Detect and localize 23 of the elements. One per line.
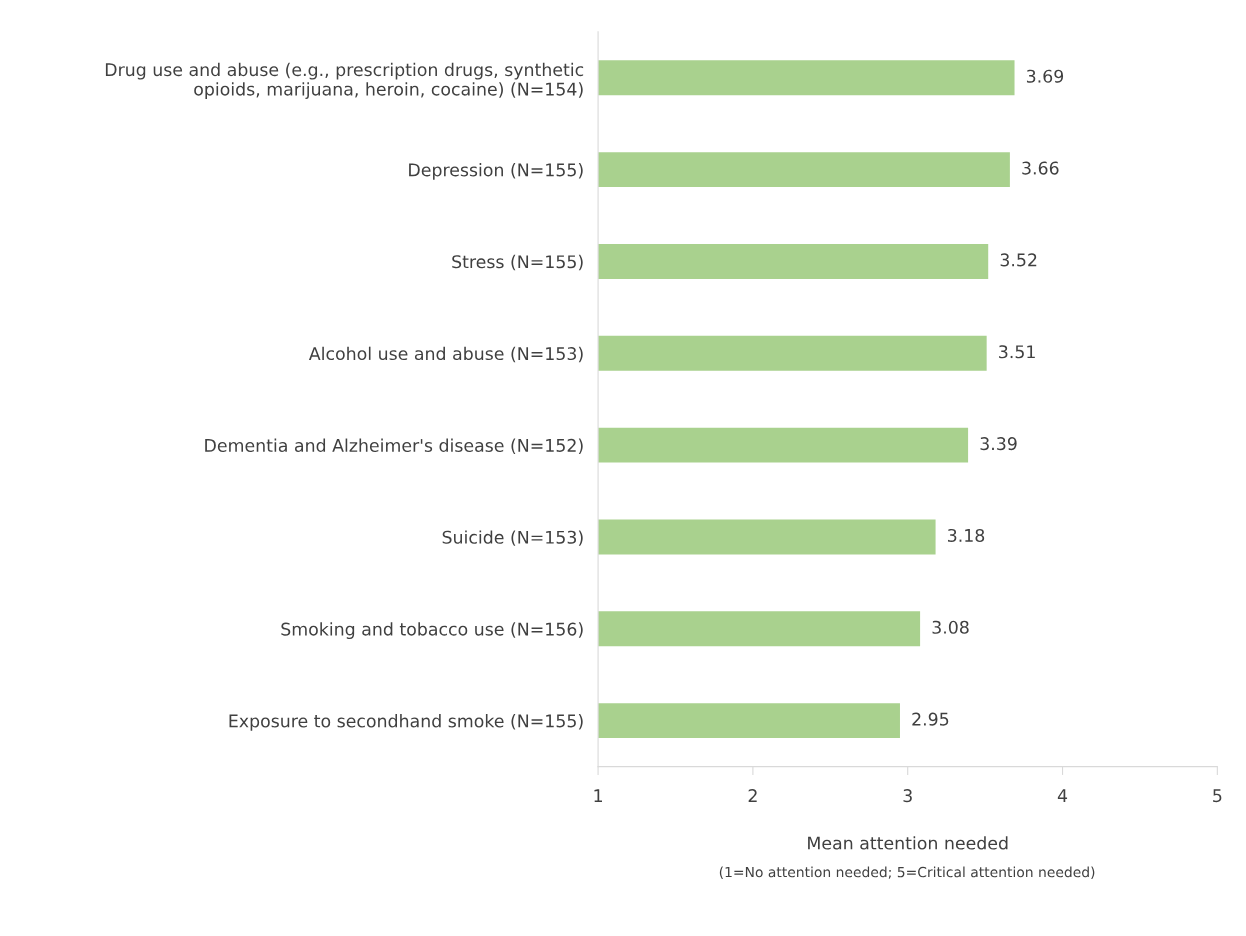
data-label: 3.52 <box>1000 253 1037 267</box>
data-label: 2.95 <box>912 712 949 726</box>
data-label: 3.66 <box>1022 161 1059 175</box>
y-tick-label: Drug use and abuse (e.g., prescription drugs, synthetic opioids, marijuana, heroin, cocaine) (N=154) <box>105 62 584 99</box>
text: (1=No attention needed; 5=Critical attention needed) <box>719 866 1095 879</box>
x-axis-title: Mean attention needed <box>808 836 1008 850</box>
data-label: 3.18 <box>948 528 985 543</box>
y-tick-label: Stress (N=155) <box>452 254 583 271</box>
data-label: 3.51 <box>999 345 1035 359</box>
y-tick-label: Exposure to secondhand smoke (N=155) <box>229 714 583 731</box>
x-tick-label: 3 <box>903 789 912 803</box>
x-tick-label: 4 <box>1057 789 1068 802</box>
y-tick-label: Alcohol use and abuse (N=153) <box>308 346 583 363</box>
x-tick-label: 5 <box>1213 789 1222 803</box>
y-tick-label: Suicide (N=153) <box>442 530 583 546</box>
y-tick-label: Depression (N=155) <box>409 163 583 180</box>
x-tick-label: 1 <box>594 789 602 802</box>
y-tick-label: Dementia and Alzheimer's disease (N=152) <box>205 438 583 455</box>
data-label: 3.08 <box>932 620 969 634</box>
data-label: 3.69 <box>1026 69 1064 83</box>
x-tick-label: 2 <box>748 789 757 802</box>
data-label: 3.39 <box>980 437 1017 451</box>
y-tick-label: Smoking and tobacco use (N=156) <box>281 622 583 640</box>
